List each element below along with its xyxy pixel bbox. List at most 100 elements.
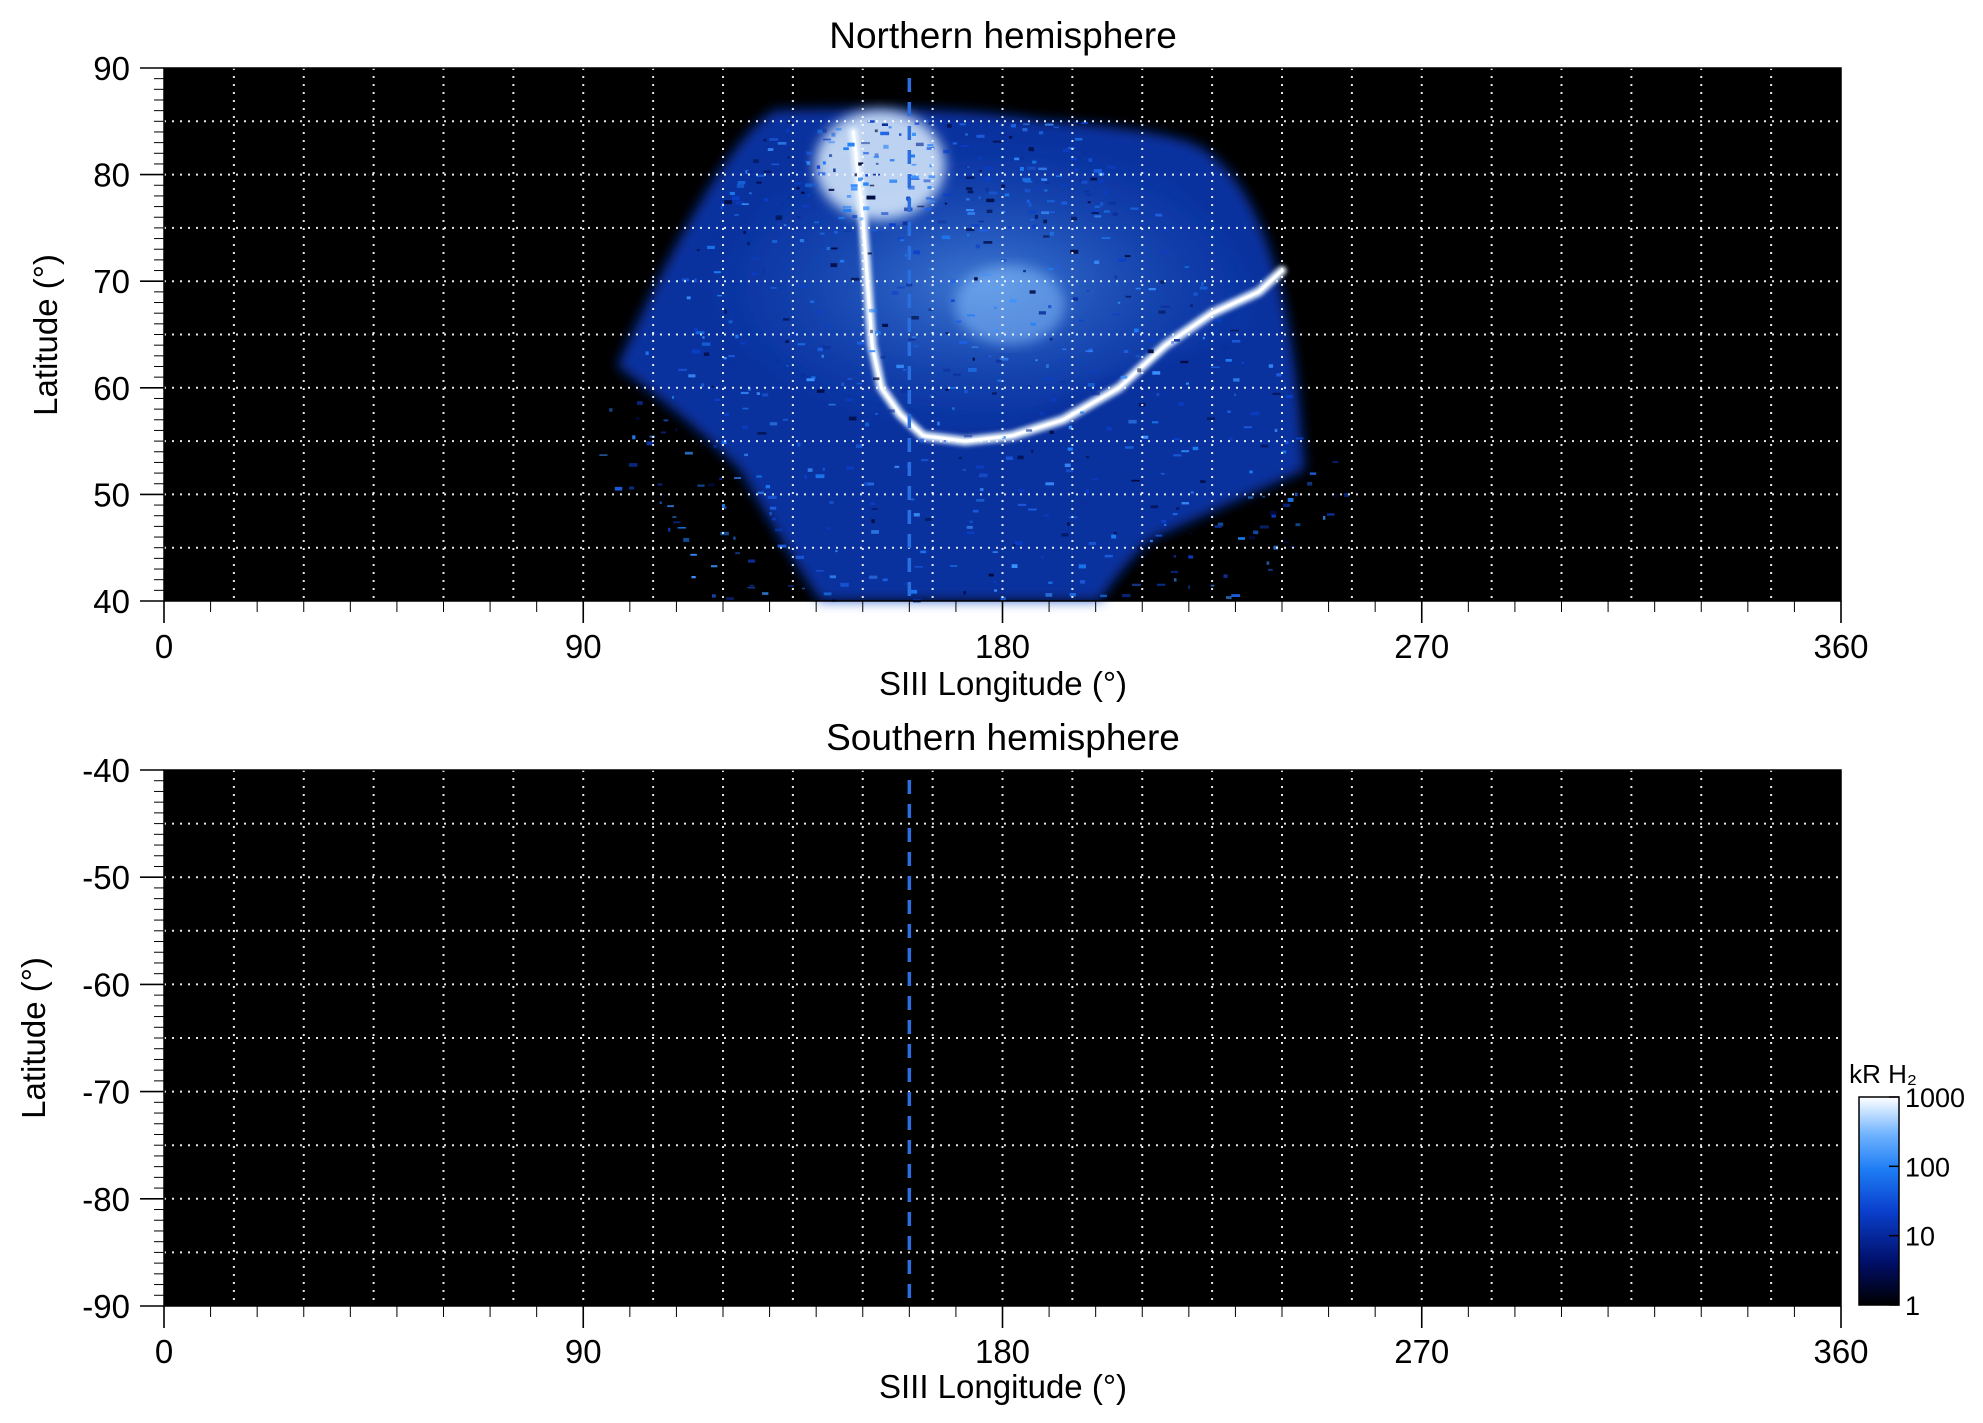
- north-emission-speckle: [999, 357, 1009, 361]
- north-emission-speckle: [1026, 385, 1032, 387]
- north-emission-speckle: [1073, 511, 1079, 515]
- north-emission-speckle: [1117, 301, 1121, 304]
- north-emission-speckle: [646, 441, 654, 446]
- north-emission-speckle: [762, 592, 769, 595]
- north-emission-speckle: [783, 224, 787, 227]
- north-emission-speckle: [966, 234, 970, 237]
- north-emission-speckle: [1262, 495, 1265, 498]
- north-emission-speckle: [851, 187, 858, 191]
- north-y-tick-label: 70: [93, 263, 130, 300]
- north-emission-speckle: [1008, 226, 1012, 229]
- north-emission-speckle: [917, 205, 925, 208]
- north-emission-speckle: [1091, 209, 1097, 213]
- north-emission-speckle: [1043, 235, 1050, 238]
- north-emission-speckle: [744, 453, 748, 457]
- north-emission-speckle: [914, 122, 920, 125]
- north-emission-speckle: [1175, 460, 1178, 462]
- north-emission-speckle: [1125, 295, 1132, 298]
- north-emission-speckle: [1086, 289, 1090, 292]
- north-emission-speckle: [1048, 305, 1052, 309]
- north-emission-speckle: [1010, 124, 1016, 128]
- north-x-tick-label: 180: [975, 628, 1030, 665]
- north-emission-speckle: [966, 314, 975, 317]
- north-emission-speckle: [1202, 336, 1205, 340]
- north-emission-speckle: [978, 196, 981, 200]
- north-emission-speckle: [772, 517, 776, 521]
- north-emission-speckle: [1048, 581, 1053, 584]
- north-emission-speckle: [1038, 167, 1047, 171]
- north-emission-speckle: [1233, 378, 1240, 382]
- north-emission-speckle: [707, 245, 715, 249]
- north-emission-speckle: [875, 412, 878, 415]
- north-emission-speckle: [806, 151, 814, 155]
- north-emission-speckle: [1248, 463, 1255, 467]
- north-emission-speckle: [678, 368, 687, 371]
- north-emission-speckle: [1201, 281, 1204, 286]
- north-emission-speckle: [1049, 231, 1054, 236]
- north-glow-core: [955, 265, 1065, 345]
- north-emission-speckle: [949, 565, 958, 567]
- north-emission-speckle: [956, 320, 962, 323]
- north-emission-speckle: [1027, 166, 1036, 170]
- north-emission-speckle: [910, 498, 915, 501]
- north-emission-speckle: [1019, 156, 1024, 160]
- north-emission-speckle: [1077, 157, 1081, 160]
- north-emission-speckle: [920, 550, 927, 554]
- north-emission-speckle: [1078, 319, 1084, 322]
- north-emission-speckle: [753, 256, 761, 260]
- north-emission-speckle: [1238, 537, 1245, 540]
- north-emission-speckle: [728, 355, 735, 358]
- north-emission-speckle: [1028, 508, 1037, 511]
- north-emission-speckle: [908, 338, 916, 341]
- north-emission-speckle: [975, 465, 984, 469]
- north-emission-speckle: [788, 585, 795, 587]
- north-emission-speckle: [979, 488, 984, 491]
- north-panel: Northern hemisphere 40 50 60 70 80 90 0 90 180 2…: [27, 15, 1869, 702]
- south-y-tick-label: -80: [82, 1181, 130, 1218]
- north-emission-speckle: [1214, 319, 1222, 322]
- north-emission-speckle: [733, 536, 736, 540]
- north-emission-speckle: [1243, 426, 1253, 429]
- north-emission-speckle: [1190, 491, 1194, 494]
- north-x-tick-label: 360: [1813, 628, 1868, 665]
- north-emission-speckle: [943, 149, 950, 154]
- north-emission-speckle: [713, 444, 717, 448]
- north-emission-speckle: [1041, 555, 1044, 559]
- north-emission-speckle: [774, 528, 783, 532]
- north-emission-speckle: [1118, 258, 1126, 262]
- north-emission-speckle: [858, 162, 864, 166]
- north-emission-speckle: [1028, 147, 1034, 152]
- north-emission-speckle: [869, 575, 878, 579]
- north-emission-speckle: [748, 559, 756, 563]
- north-emission-speckle: [1062, 148, 1071, 153]
- north-emission-speckle: [1250, 412, 1260, 416]
- north-emission-speckle: [1285, 395, 1293, 398]
- north-grid: [164, 68, 1841, 601]
- north-emission-speckle: [1030, 218, 1034, 221]
- north-emission-speckle: [1100, 202, 1104, 206]
- north-emission-speckle: [1081, 121, 1088, 124]
- north-emission-speckle: [752, 272, 757, 276]
- north-emission-speckle: [994, 589, 997, 592]
- north-emission-speckle: [756, 174, 765, 177]
- north-emission-speckle: [1188, 555, 1194, 559]
- north-emission-speckle: [769, 506, 777, 510]
- north-emission-speckle: [857, 341, 865, 345]
- north-emission-speckle: [756, 181, 762, 184]
- north-emission-speckle: [1260, 444, 1269, 448]
- north-emission-speckle: [1164, 227, 1169, 231]
- north-emission-speckle: [1055, 264, 1059, 268]
- north-emission-speckle: [896, 364, 904, 369]
- north-emission-speckle: [927, 144, 934, 146]
- north-emission-speckle: [825, 325, 831, 328]
- north-emission-speckle: [1135, 354, 1141, 358]
- north-emission-speckle: [828, 188, 835, 191]
- north-emission-speckle: [747, 241, 750, 246]
- north-emission-speckle: [829, 575, 836, 579]
- north-emission-speckle: [997, 379, 1001, 382]
- north-emission-speckle: [1047, 267, 1054, 270]
- north-emission-speckle: [976, 134, 985, 138]
- north-emission-speckle: [903, 583, 907, 585]
- north-emission-speckle: [1004, 556, 1009, 560]
- north-emission-speckle: [1028, 210, 1037, 214]
